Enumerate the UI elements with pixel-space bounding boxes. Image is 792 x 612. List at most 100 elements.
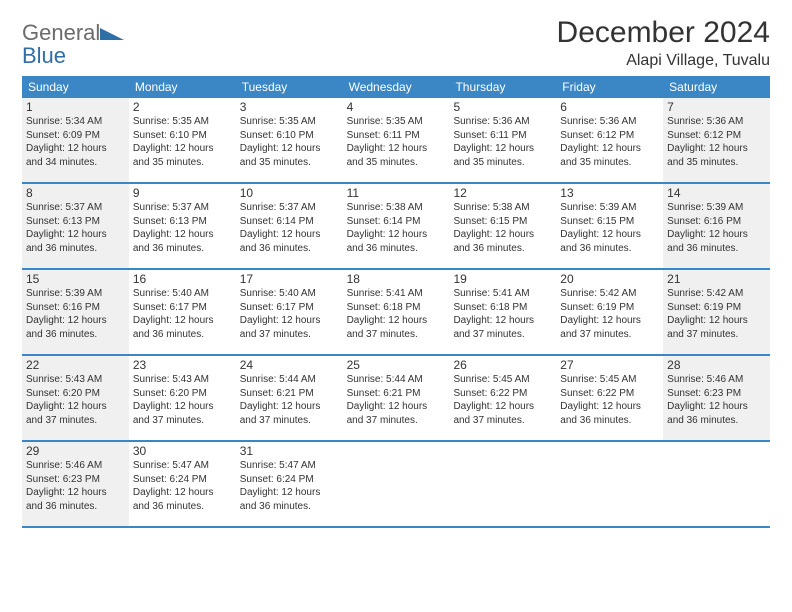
logo-text-block: General Blue (22, 22, 124, 68)
day-sunrise: Sunrise: 5:35 AM (240, 115, 339, 129)
day-cell (663, 442, 770, 526)
day-sunset: Sunset: 6:20 PM (26, 387, 125, 401)
weeks-container: 1Sunrise: 5:34 AMSunset: 6:09 PMDaylight… (22, 98, 770, 528)
day-cell: 2Sunrise: 5:35 AMSunset: 6:10 PMDaylight… (129, 98, 236, 182)
day-number: 21 (667, 272, 766, 286)
day-sunset: Sunset: 6:15 PM (453, 215, 552, 229)
day-cell (343, 442, 450, 526)
day-sunrise: Sunrise: 5:34 AM (26, 115, 125, 129)
day-number: 8 (26, 186, 125, 200)
day-sunset: Sunset: 6:22 PM (453, 387, 552, 401)
day-day2: and 35 minutes. (240, 156, 339, 170)
day-sunset: Sunset: 6:23 PM (26, 473, 125, 487)
week-row: 22Sunrise: 5:43 AMSunset: 6:20 PMDayligh… (22, 356, 770, 442)
day-sunrise: Sunrise: 5:37 AM (240, 201, 339, 215)
day-day1: Daylight: 12 hours (26, 314, 125, 328)
day-day2: and 37 minutes. (667, 328, 766, 342)
day-number: 2 (133, 100, 232, 114)
day-sunrise: Sunrise: 5:40 AM (240, 287, 339, 301)
day-sunset: Sunset: 6:21 PM (240, 387, 339, 401)
weekday-header: Thursday (449, 76, 556, 98)
day-day2: and 36 minutes. (240, 242, 339, 256)
day-sunrise: Sunrise: 5:44 AM (240, 373, 339, 387)
day-number: 13 (560, 186, 659, 200)
day-number: 1 (26, 100, 125, 114)
day-number: 7 (667, 100, 766, 114)
day-sunrise: Sunrise: 5:41 AM (453, 287, 552, 301)
day-cell: 17Sunrise: 5:40 AMSunset: 6:17 PMDayligh… (236, 270, 343, 354)
header-area: General Blue December 2024 Alapi Village… (22, 16, 770, 70)
day-sunset: Sunset: 6:12 PM (560, 129, 659, 143)
week-row: 29Sunrise: 5:46 AMSunset: 6:23 PMDayligh… (22, 442, 770, 528)
day-sunset: Sunset: 6:10 PM (133, 129, 232, 143)
day-day2: and 36 minutes. (667, 414, 766, 428)
day-number: 9 (133, 186, 232, 200)
day-cell: 4Sunrise: 5:35 AMSunset: 6:11 PMDaylight… (343, 98, 450, 182)
day-day1: Daylight: 12 hours (667, 314, 766, 328)
day-cell: 11Sunrise: 5:38 AMSunset: 6:14 PMDayligh… (343, 184, 450, 268)
day-number: 26 (453, 358, 552, 372)
day-sunset: Sunset: 6:22 PM (560, 387, 659, 401)
day-cell: 12Sunrise: 5:38 AMSunset: 6:15 PMDayligh… (449, 184, 556, 268)
day-number: 14 (667, 186, 766, 200)
day-day2: and 36 minutes. (667, 242, 766, 256)
day-sunrise: Sunrise: 5:42 AM (667, 287, 766, 301)
day-day1: Daylight: 12 hours (347, 400, 446, 414)
day-day1: Daylight: 12 hours (240, 314, 339, 328)
day-cell: 1Sunrise: 5:34 AMSunset: 6:09 PMDaylight… (22, 98, 129, 182)
day-day1: Daylight: 12 hours (453, 400, 552, 414)
day-cell: 6Sunrise: 5:36 AMSunset: 6:12 PMDaylight… (556, 98, 663, 182)
day-number: 10 (240, 186, 339, 200)
day-sunrise: Sunrise: 5:41 AM (347, 287, 446, 301)
day-sunset: Sunset: 6:17 PM (240, 301, 339, 315)
day-day2: and 35 minutes. (453, 156, 552, 170)
day-number: 6 (560, 100, 659, 114)
day-day1: Daylight: 12 hours (240, 400, 339, 414)
day-number: 29 (26, 444, 125, 458)
day-number: 5 (453, 100, 552, 114)
day-sunset: Sunset: 6:21 PM (347, 387, 446, 401)
day-day2: and 36 minutes. (133, 500, 232, 514)
location-subtitle: Alapi Village, Tuvalu (557, 52, 770, 70)
day-number: 15 (26, 272, 125, 286)
day-day1: Daylight: 12 hours (240, 228, 339, 242)
day-cell: 14Sunrise: 5:39 AMSunset: 6:16 PMDayligh… (663, 184, 770, 268)
calendar-page: General Blue December 2024 Alapi Village… (0, 0, 792, 528)
day-day2: and 36 minutes. (26, 328, 125, 342)
day-number: 20 (560, 272, 659, 286)
day-cell: 26Sunrise: 5:45 AMSunset: 6:22 PMDayligh… (449, 356, 556, 440)
weekday-header: Monday (129, 76, 236, 98)
day-cell: 7Sunrise: 5:36 AMSunset: 6:12 PMDaylight… (663, 98, 770, 182)
day-sunrise: Sunrise: 5:37 AM (26, 201, 125, 215)
week-row: 15Sunrise: 5:39 AMSunset: 6:16 PMDayligh… (22, 270, 770, 356)
day-cell: 13Sunrise: 5:39 AMSunset: 6:15 PMDayligh… (556, 184, 663, 268)
day-number: 25 (347, 358, 446, 372)
day-sunrise: Sunrise: 5:40 AM (133, 287, 232, 301)
day-number: 22 (26, 358, 125, 372)
day-cell: 19Sunrise: 5:41 AMSunset: 6:18 PMDayligh… (449, 270, 556, 354)
day-day2: and 37 minutes. (133, 414, 232, 428)
day-day2: and 37 minutes. (453, 328, 552, 342)
day-sunrise: Sunrise: 5:36 AM (560, 115, 659, 129)
day-sunset: Sunset: 6:10 PM (240, 129, 339, 143)
day-day2: and 36 minutes. (240, 500, 339, 514)
day-day2: and 36 minutes. (133, 328, 232, 342)
day-number: 31 (240, 444, 339, 458)
logo-text-blue: Blue (22, 43, 66, 68)
day-sunrise: Sunrise: 5:35 AM (347, 115, 446, 129)
page-title: December 2024 (557, 16, 770, 50)
day-sunrise: Sunrise: 5:46 AM (26, 459, 125, 473)
day-sunset: Sunset: 6:23 PM (667, 387, 766, 401)
day-day2: and 36 minutes. (133, 242, 232, 256)
day-day2: and 37 minutes. (240, 328, 339, 342)
day-sunset: Sunset: 6:15 PM (560, 215, 659, 229)
day-day1: Daylight: 12 hours (26, 228, 125, 242)
day-day1: Daylight: 12 hours (133, 314, 232, 328)
day-number: 18 (347, 272, 446, 286)
day-day2: and 37 minutes. (26, 414, 125, 428)
day-sunset: Sunset: 6:13 PM (133, 215, 232, 229)
day-cell: 15Sunrise: 5:39 AMSunset: 6:16 PMDayligh… (22, 270, 129, 354)
day-cell: 29Sunrise: 5:46 AMSunset: 6:23 PMDayligh… (22, 442, 129, 526)
day-day2: and 35 minutes. (560, 156, 659, 170)
day-day1: Daylight: 12 hours (26, 400, 125, 414)
